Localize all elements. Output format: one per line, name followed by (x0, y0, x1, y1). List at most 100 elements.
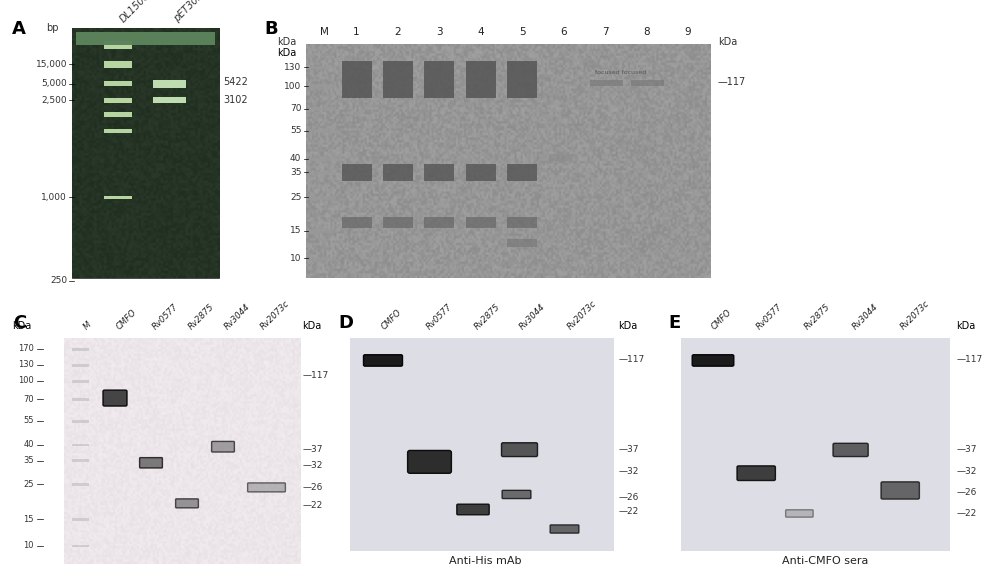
Bar (507, 61, 537, 98)
Text: CMFO: CMFO (115, 308, 139, 332)
Text: 40: 40 (24, 440, 34, 449)
Text: 15,000: 15,000 (36, 60, 67, 69)
Text: 40: 40 (290, 154, 301, 163)
FancyBboxPatch shape (550, 525, 579, 533)
Text: kDa: kDa (278, 48, 297, 58)
Text: 130: 130 (284, 62, 301, 72)
FancyBboxPatch shape (502, 490, 531, 499)
Bar (72, 518, 89, 521)
Text: DL15000: DL15000 (118, 0, 156, 24)
Text: —32: —32 (956, 466, 977, 476)
Text: 1: 1 (353, 27, 360, 36)
Bar (342, 217, 372, 228)
Text: kDa: kDa (12, 321, 31, 331)
Bar (309, 257, 336, 261)
Bar (72, 460, 89, 462)
Bar (72, 380, 89, 383)
Text: 1,000: 1,000 (41, 193, 67, 202)
FancyBboxPatch shape (103, 390, 127, 406)
Bar (466, 217, 496, 228)
Bar (507, 217, 537, 228)
Text: Rv3044: Rv3044 (518, 302, 547, 332)
Text: —26: —26 (956, 488, 977, 497)
Text: 2: 2 (395, 27, 401, 36)
Bar (104, 129, 132, 133)
Bar (309, 196, 336, 199)
Text: 2,500: 2,500 (42, 96, 67, 105)
Bar (424, 164, 454, 181)
Bar (590, 80, 623, 87)
Text: 170: 170 (18, 344, 34, 353)
Text: 8: 8 (643, 27, 650, 36)
Bar (309, 108, 336, 111)
Text: 10: 10 (290, 254, 301, 263)
Bar (342, 61, 372, 98)
Bar (309, 129, 336, 133)
FancyBboxPatch shape (833, 443, 868, 457)
Text: M: M (82, 320, 93, 332)
Text: —37: —37 (302, 446, 323, 454)
Text: 25: 25 (24, 480, 34, 489)
Bar (466, 61, 496, 98)
Text: 6: 6 (560, 27, 567, 36)
Bar (466, 164, 496, 181)
Bar (383, 164, 413, 181)
Text: 130: 130 (18, 360, 34, 369)
FancyBboxPatch shape (457, 504, 489, 515)
Text: Rv3044: Rv3044 (851, 302, 880, 332)
Text: —37: —37 (618, 446, 639, 454)
Bar (153, 97, 186, 103)
Text: Rv2073c: Rv2073c (899, 299, 931, 332)
Text: kDa: kDa (718, 36, 737, 47)
Text: 55: 55 (290, 127, 301, 135)
Text: 15: 15 (24, 514, 34, 524)
FancyBboxPatch shape (364, 355, 402, 366)
Bar (549, 154, 573, 161)
Text: CMFO: CMFO (380, 308, 404, 332)
Text: 70: 70 (23, 395, 34, 404)
Text: B: B (265, 20, 278, 38)
Text: —22: —22 (618, 506, 639, 516)
Bar (424, 61, 454, 98)
Bar (72, 348, 89, 351)
Bar (383, 61, 413, 98)
Text: 25: 25 (290, 193, 301, 202)
Text: —22: —22 (956, 509, 976, 518)
Text: Rv0577: Rv0577 (151, 302, 180, 332)
Text: Rv2875: Rv2875 (803, 302, 832, 332)
Bar (104, 98, 132, 103)
Bar (72, 398, 89, 401)
Text: 35: 35 (290, 168, 301, 177)
Text: —22: —22 (302, 501, 323, 510)
Text: E: E (668, 314, 680, 332)
Text: pET30b-CMFO: pET30b-CMFO (172, 0, 228, 24)
Text: —117: —117 (718, 77, 746, 87)
Text: CMFO: CMFO (710, 308, 734, 332)
FancyBboxPatch shape (176, 499, 198, 508)
Text: 5: 5 (519, 27, 526, 36)
Bar (76, 32, 215, 45)
Text: 10: 10 (24, 541, 34, 550)
Bar (72, 364, 89, 366)
Bar (309, 157, 336, 161)
Bar (104, 61, 132, 68)
Bar (72, 28, 219, 278)
FancyBboxPatch shape (408, 450, 451, 473)
Bar (309, 229, 336, 233)
Text: 7: 7 (602, 27, 608, 36)
Text: 100: 100 (18, 376, 34, 386)
Bar (104, 196, 132, 199)
Text: 100: 100 (284, 82, 301, 91)
Text: —117: —117 (618, 355, 645, 364)
Bar (72, 544, 89, 547)
Text: 5,000: 5,000 (41, 79, 67, 88)
Text: kDa: kDa (618, 321, 638, 331)
FancyBboxPatch shape (786, 510, 813, 517)
FancyBboxPatch shape (502, 443, 538, 457)
Bar (72, 420, 89, 423)
Text: —37: —37 (956, 446, 977, 454)
Text: 15: 15 (290, 226, 301, 235)
Text: 35: 35 (23, 456, 34, 465)
Text: kDa: kDa (956, 321, 975, 331)
Text: 3: 3 (436, 27, 443, 36)
